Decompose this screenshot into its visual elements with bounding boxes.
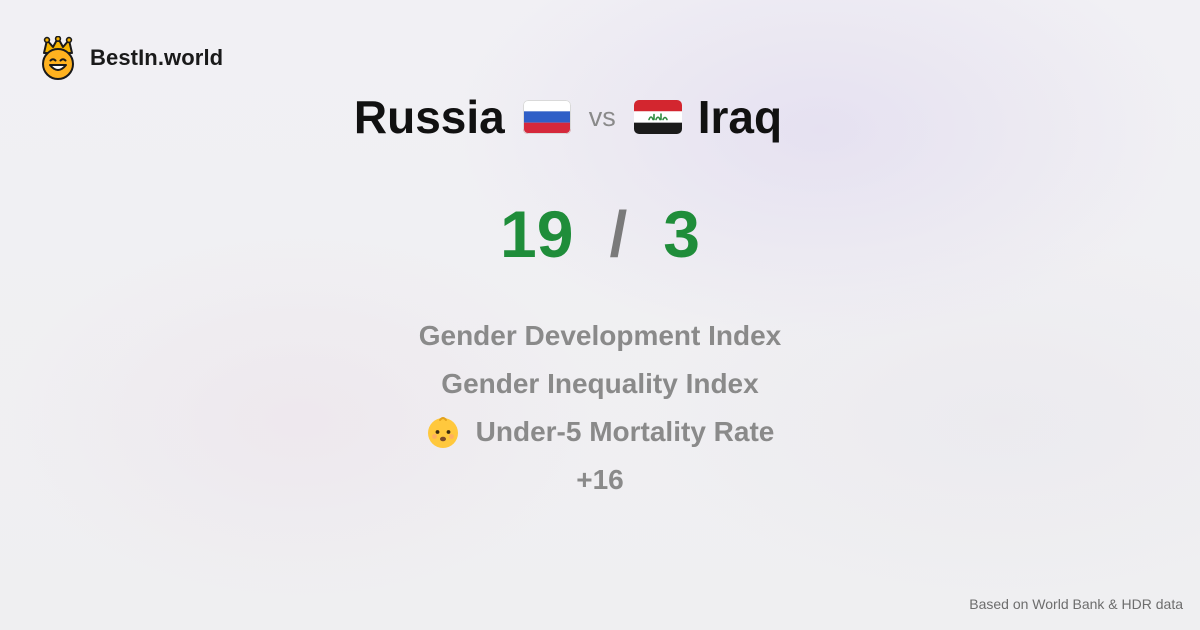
iraq-flag-icon [633,100,682,134]
more-metrics-count: +16 [576,464,624,495]
metric-label: Under-5 Mortality Rate [475,416,775,447]
metric-list: Gender Development Index Gender Inequali… [0,312,1200,504]
vs-label: vs [588,101,616,132]
comparison-title: Russia vs Iraq [0,84,1136,150]
metric-item: Gender Development Index [419,312,782,360]
score-display: 19 / 3 [0,196,1200,272]
brand[interactable]: BestIn.world [38,36,223,80]
crowned-smiley-icon [42,36,74,80]
metric-item: Gender Inequality Index [441,360,758,408]
metric-label: Gender Inequality Index [441,368,759,399]
right-score: 3 [663,197,700,271]
left-score: 19 [500,197,574,271]
right-country-name: Iraq [697,91,783,143]
data-source-note: Based on World Bank & HDR data [969,596,1183,612]
baby-face-icon [427,417,458,448]
left-country-name: Russia [353,91,505,143]
metric-label: Gender Development Index [418,320,782,351]
brand-name: BestIn.world [90,45,224,70]
score-separator: / [609,198,628,270]
russia-flag-icon [522,100,571,134]
metric-item: Under-5 Mortality Rate [426,408,775,456]
